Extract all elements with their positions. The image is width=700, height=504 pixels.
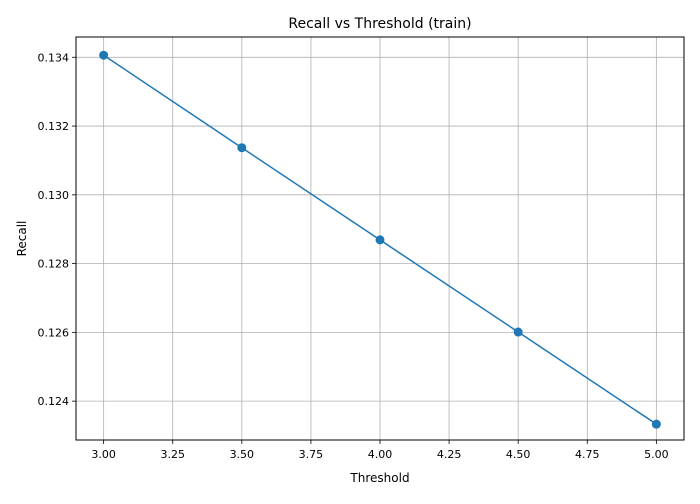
x-tick-label: 5.00 [644,448,669,461]
x-axis-label: Threshold [349,471,409,485]
y-tick-label: 0.132 [38,120,70,133]
y-tick-label: 0.134 [38,51,70,64]
x-tick-label: 3.75 [299,448,324,461]
y-tick-label: 0.128 [38,258,70,271]
chart-title: Recall vs Threshold (train) [288,16,471,32]
data-point [651,419,661,429]
data-point [375,235,385,245]
x-tick-label: 3.00 [91,448,116,461]
x-tick-label: 3.25 [160,448,185,461]
data-point [99,50,109,60]
y-tick-label: 0.130 [38,189,70,202]
y-tick-label: 0.124 [38,395,70,408]
x-tick-label: 4.25 [437,448,462,461]
x-tick-label: 3.50 [230,448,255,461]
x-tick-label: 4.75 [575,448,600,461]
data-point [237,143,247,153]
x-tick-label: 4.00 [368,448,393,461]
data-point [513,327,523,337]
y-axis-ticks: 0.124 0.126 0.128 0.130 0.132 0.134 [38,51,76,408]
x-tick-label: 4.50 [506,448,531,461]
series-layer [99,50,661,429]
x-axis-ticks: 3.00 3.25 3.50 3.75 4.00 4.25 4.50 4.75 5.00 [91,440,669,461]
y-tick-label: 0.126 [38,326,70,339]
y-axis-label: Recall [15,221,29,257]
